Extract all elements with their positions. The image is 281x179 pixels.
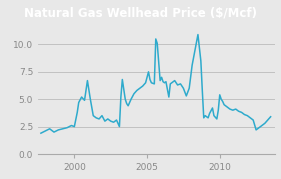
- Text: Natural Gas Wellhead Price ($/Mcf): Natural Gas Wellhead Price ($/Mcf): [24, 6, 257, 20]
